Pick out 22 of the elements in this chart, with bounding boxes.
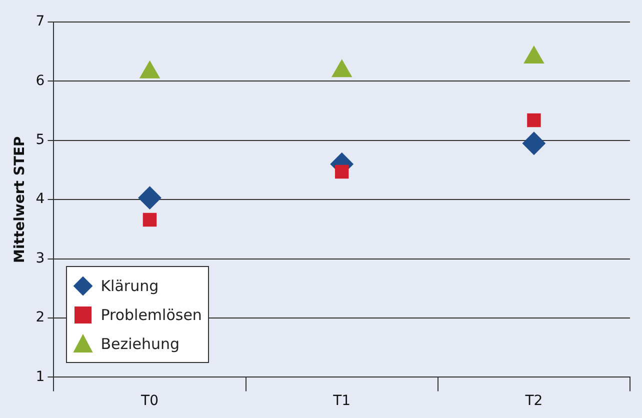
point <box>334 164 349 179</box>
legend-label: Problemlösen <box>100 306 202 324</box>
legend-label: Klärung <box>100 276 159 295</box>
y-tick-label: 2 <box>36 310 45 326</box>
point <box>142 212 157 227</box>
point <box>140 60 160 78</box>
y-tick-label: 3 <box>36 250 45 266</box>
point <box>332 60 352 78</box>
legend-label: Beziehung <box>100 334 180 353</box>
y-tick-label: 7 <box>36 14 45 30</box>
point <box>522 132 546 155</box>
y-axis-title: Mittelwert STEP <box>12 136 28 263</box>
y-tick-label: 5 <box>36 132 45 148</box>
x-tick-label: T2 <box>524 393 543 410</box>
point <box>527 113 541 128</box>
y-tick-label: 6 <box>36 72 45 89</box>
y-tick-label: 1 <box>36 368 45 385</box>
x-tick-label: T1 <box>332 393 351 410</box>
y-tick-label: 4 <box>36 191 45 208</box>
x-tick-label: T0 <box>140 393 158 410</box>
point <box>524 46 544 64</box>
point <box>138 186 162 210</box>
